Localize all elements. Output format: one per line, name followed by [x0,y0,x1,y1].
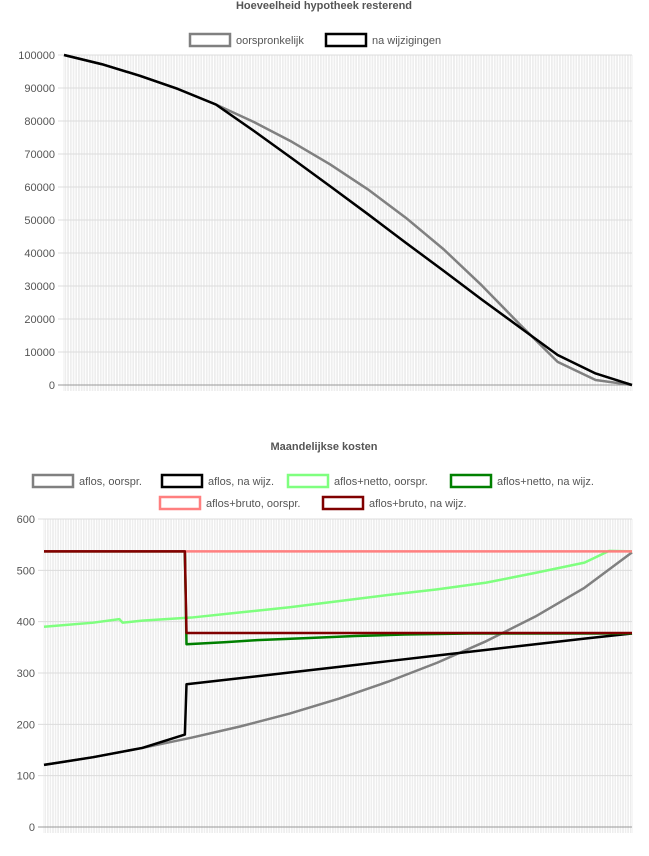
y-tick-label: 100000 [18,50,55,62]
legend-item-aflos-netto-oorspr[interactable]: aflos+netto, oorspr. [286,473,428,489]
legend-label: aflos, oorspr. [79,476,142,488]
y-tick-label: 90000 [24,83,55,95]
series-group [43,549,633,767]
chart-monthly-costs: Maandelijkse kosten aflos, oorspr. aflos,… [17,441,633,834]
legend-label: aflos+netto, oorspr. [334,476,428,488]
legend-swatch [321,495,365,511]
y-tick-label: 50000 [24,215,55,227]
y-axis: 0 100 200 300 400 500 600 [17,514,35,834]
legend-label: aflos+bruto, na wijz. [369,498,467,510]
series-line-aflos-bruto-na-wijz [44,550,632,635]
grid [38,518,633,833]
legend-item-aflos-netto-na-wijz[interactable]: aflos+netto, na wijz. [449,473,594,489]
y-tick-label: 0 [29,822,35,834]
y-tick-label: 40000 [24,248,55,260]
y-tick-label: 0 [49,380,55,392]
chart-title: Hoeveelheid hypotheek resterend [236,0,412,12]
legend-label: aflos+netto, na wijz. [497,476,594,488]
y-tick-label: 600 [17,514,35,526]
series-line-aflos-na-wijz [43,632,633,767]
grid [58,54,633,391]
y-tick-label: 300 [17,668,35,680]
y-tick-label: 100 [17,771,35,783]
legend-label: aflos, na wijz. [208,476,274,488]
y-tick-label: 200 [17,719,35,731]
legend-swatch [31,473,75,489]
y-axis: 0 10000 20000 30000 40000 50000 60000 70000 8000… [18,50,55,392]
chart-title: Maandelijkse kosten [271,441,378,453]
legend-item-na-wijzigingen[interactable]: na wijzigingen [324,32,441,48]
series-group [63,53,633,387]
legend-swatch [324,32,368,48]
y-tick-label: 20000 [24,314,55,326]
legend-swatch [160,473,204,489]
chart-remaining-mortgage: Hoeveelheid hypotheek resterend oorspron… [18,0,633,392]
legend-item-aflos-oorspr[interactable]: aflos, oorspr. [31,473,142,489]
y-tick-label: 60000 [24,182,55,194]
y-tick-label: 30000 [24,281,55,293]
y-tick-label: 70000 [24,149,55,161]
y-tick-label: 500 [17,565,35,577]
legend-label: aflos+bruto, oorspr. [206,498,300,510]
legend-swatch [158,495,202,511]
y-tick-label: 400 [17,617,35,629]
legend-item-aflos-na-wijz[interactable]: aflos, na wijz. [160,473,274,489]
series-line-na-wijzigingen [63,53,633,387]
legend-item-aflos-bruto-na-wijz[interactable]: aflos+bruto, na wijz. [321,495,467,511]
series-line-aflos-netto-oorspr [43,549,633,629]
y-tick-label: 80000 [24,116,55,128]
legend: oorspronkelijk na wijzigingen [188,32,441,48]
legend-swatch [188,32,232,48]
legend-label: oorspronkelijk [236,35,304,47]
legend-item-oorspronkelijk[interactable]: oorspronkelijk [188,32,304,48]
y-tick-label: 10000 [24,347,55,359]
legend: aflos, oorspr. aflos, na wijz. aflos+netto… [31,473,594,511]
legend-label: na wijzigingen [372,35,441,47]
legend-swatch [449,473,493,489]
legend-item-aflos-bruto-oorspr[interactable]: aflos+bruto, oorspr. [158,495,300,511]
legend-swatch [286,473,330,489]
